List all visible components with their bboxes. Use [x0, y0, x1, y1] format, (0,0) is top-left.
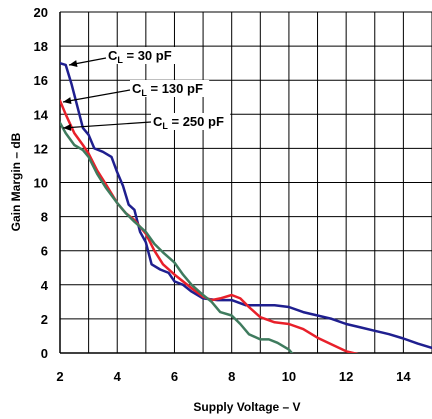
y-tick-label: 16 — [34, 73, 48, 88]
annotation-arrowhead — [63, 124, 72, 131]
series-line-3 — [60, 121, 294, 353]
annotation-label: CL = 30 pF — [108, 48, 172, 65]
annotation-background — [106, 47, 178, 64]
x-tick-label: 10 — [282, 369, 296, 384]
y-axis-ticks: 0 2 4 6 8 10 12 14 16 18 20 — [34, 5, 49, 361]
chart-series-lines — [60, 61, 432, 353]
annotation-arrowhead — [63, 97, 72, 104]
annotation-background — [151, 113, 231, 130]
y-tick-label: 20 — [34, 5, 48, 20]
x-tick-label: 4 — [114, 369, 122, 384]
x-tick-label: 8 — [228, 369, 235, 384]
annotation-arrow — [62, 89, 131, 103]
y-tick-label: 8 — [41, 210, 48, 225]
annotation-2: CL = 130 pF — [62, 80, 210, 104]
y-tick-label: 6 — [41, 244, 48, 259]
x-tick-label: 2 — [56, 369, 63, 384]
y-tick-label: 0 — [41, 346, 48, 361]
y-tick-label: 18 — [34, 39, 48, 54]
x-tick-label: 6 — [171, 369, 178, 384]
annotation-arrow — [62, 121, 152, 129]
y-tick-label: 10 — [34, 176, 48, 191]
annotation-3: CL = 250 pF — [62, 113, 231, 131]
y-tick-label: 4 — [41, 278, 49, 293]
y-tick-label: 14 — [34, 107, 49, 122]
y-tick-label: 2 — [41, 312, 48, 327]
x-axis-ticks: 2 4 6 8 10 12 14 — [56, 369, 411, 384]
annotation-label: CL = 250 pF — [153, 114, 224, 131]
annotation-label: CL = 130 pF — [132, 81, 203, 98]
annotation-background — [130, 80, 210, 97]
x-tick-label: 12 — [339, 369, 353, 384]
legend-annotations: CL = 30 pF CL = 130 pF CL = 250 pF — [62, 47, 231, 131]
x-tick-label: 14 — [396, 369, 411, 384]
annotation-arrowhead — [69, 60, 78, 67]
y-tick-label: 12 — [34, 141, 48, 156]
x-axis-label: Supply Voltage – V — [193, 400, 300, 414]
annotation-1: CL = 30 pF — [68, 47, 178, 67]
y-axis-label: Gain Margin – dB — [9, 132, 23, 231]
chart-grid — [59, 11, 432, 354]
series-line-1 — [60, 61, 432, 350]
series-line-2 — [60, 99, 359, 353]
